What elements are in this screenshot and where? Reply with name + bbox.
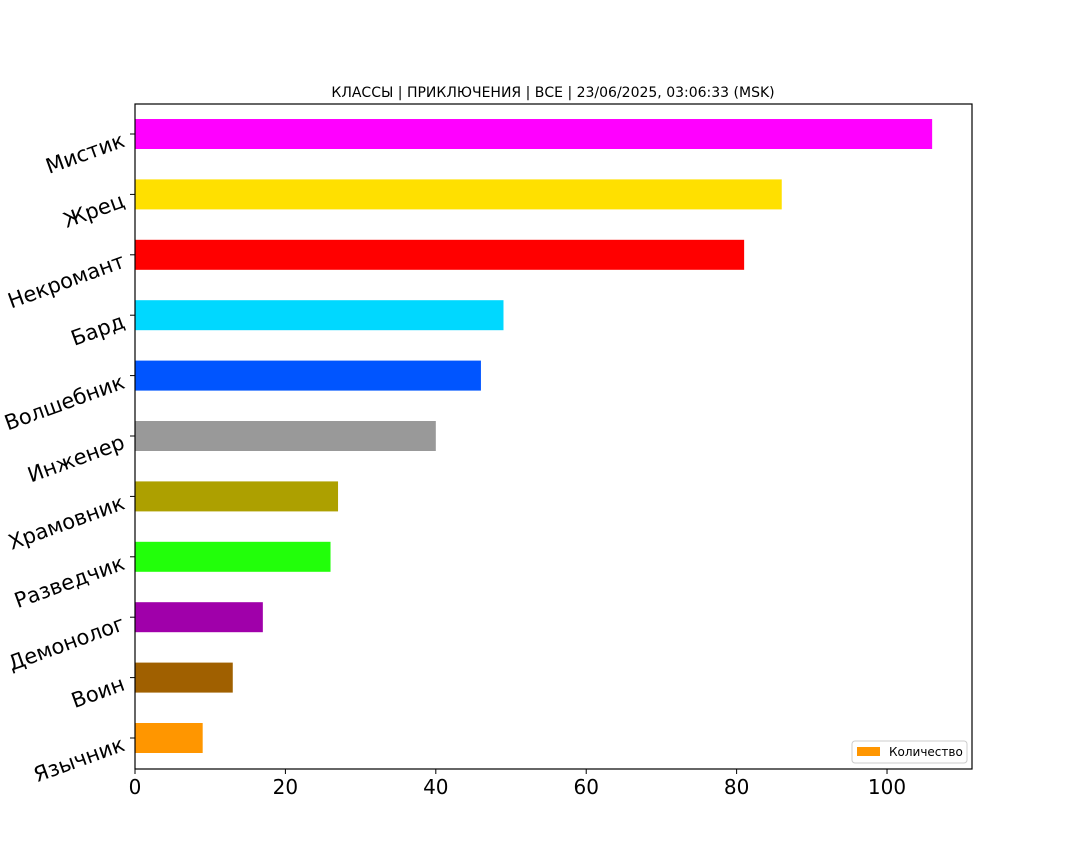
bar (135, 300, 504, 331)
bar (135, 119, 933, 149)
chart-title: КЛАССЫ | ПРИКЛЮЧЕНИЯ | ВСЕ | 23/06/2025,… (331, 85, 774, 101)
bar (135, 723, 203, 753)
y-tick-label: Язычник (30, 732, 127, 787)
x-tick-label: 100 (868, 775, 906, 799)
y-tick-label: Разведчик (11, 551, 128, 613)
x-tick-label: 0 (129, 775, 142, 799)
bar (135, 541, 331, 572)
bar (135, 239, 745, 270)
y-tick-label: Демонолог (5, 611, 128, 675)
y-tick-label: Волшебник (1, 370, 127, 436)
legend-swatch (857, 747, 880, 756)
bar (135, 662, 233, 693)
y-tick-label: Некромант (5, 249, 128, 313)
legend-label: Количество (889, 745, 963, 759)
x-tick-label: 60 (573, 775, 598, 799)
x-tick-label: 40 (423, 775, 448, 799)
y-tick-label: Воин (68, 672, 128, 713)
y-tick-label: Инженер (24, 430, 127, 487)
bar (135, 179, 782, 210)
x-tick-labels: 0 20 40 60 80 100 (129, 769, 906, 799)
bar (135, 421, 436, 451)
bars-group (135, 119, 933, 753)
y-tick-label: Бард (68, 309, 128, 350)
y-tick-label: Мистик (43, 128, 128, 179)
legend: Количество (851, 740, 968, 764)
y-tick-label: Храмовник (5, 491, 128, 555)
plot-frame (134, 103, 973, 770)
legend-box (851, 740, 968, 764)
bar (135, 481, 339, 512)
y-tick-label: Жрец (60, 189, 128, 233)
x-tick-label: 80 (724, 775, 749, 799)
x-tick-label: 20 (273, 775, 298, 799)
bar (135, 360, 481, 391)
bar (135, 602, 263, 633)
